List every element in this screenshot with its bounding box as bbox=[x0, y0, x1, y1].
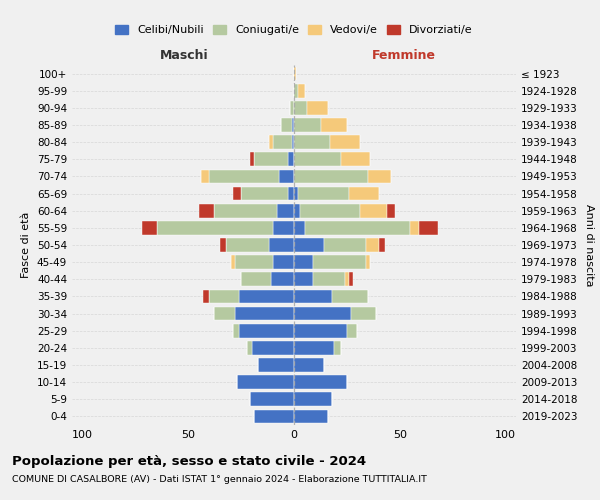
Bar bbox=[273, 221, 294, 234]
Y-axis label: Fasce di età: Fasce di età bbox=[22, 212, 31, 278]
Bar bbox=[239, 290, 294, 304]
Bar bbox=[157, 221, 273, 234]
Bar bbox=[294, 410, 328, 424]
Bar bbox=[220, 238, 226, 252]
Bar bbox=[298, 84, 305, 98]
Bar bbox=[323, 238, 366, 252]
Bar bbox=[258, 358, 294, 372]
Y-axis label: Anni di nascita: Anni di nascita bbox=[584, 204, 594, 286]
Bar bbox=[368, 170, 391, 183]
Bar bbox=[237, 376, 294, 389]
Bar bbox=[294, 290, 332, 304]
Bar bbox=[281, 118, 292, 132]
Bar bbox=[203, 290, 209, 304]
Bar bbox=[307, 101, 328, 114]
Bar bbox=[313, 256, 366, 269]
Bar bbox=[410, 221, 419, 234]
Bar bbox=[226, 238, 269, 252]
Bar bbox=[359, 204, 387, 218]
Text: COMUNE DI CASALBORE (AV) - Dati ISTAT 1° gennaio 2024 - Elaborazione TUTTITALIA.: COMUNE DI CASALBORE (AV) - Dati ISTAT 1°… bbox=[12, 475, 427, 484]
Bar bbox=[294, 256, 313, 269]
Bar bbox=[239, 324, 294, 338]
Bar bbox=[341, 152, 370, 166]
Bar bbox=[294, 84, 298, 98]
Bar bbox=[347, 324, 358, 338]
Bar bbox=[271, 272, 294, 286]
Bar bbox=[247, 341, 252, 354]
Bar bbox=[214, 204, 277, 218]
Bar bbox=[313, 272, 345, 286]
Bar bbox=[287, 186, 294, 200]
Bar bbox=[301, 204, 359, 218]
Bar bbox=[290, 101, 294, 114]
Bar bbox=[241, 186, 287, 200]
Bar bbox=[254, 410, 294, 424]
Bar bbox=[273, 256, 294, 269]
Bar bbox=[277, 204, 294, 218]
Bar bbox=[366, 238, 379, 252]
Bar bbox=[294, 358, 323, 372]
Bar bbox=[235, 306, 294, 320]
Bar bbox=[294, 221, 305, 234]
Bar bbox=[254, 152, 287, 166]
Bar bbox=[241, 272, 271, 286]
Bar bbox=[252, 341, 294, 354]
Bar bbox=[351, 306, 376, 320]
Bar bbox=[294, 66, 296, 80]
Bar bbox=[294, 306, 351, 320]
Text: Maschi: Maschi bbox=[160, 48, 208, 62]
Bar bbox=[294, 376, 347, 389]
Bar bbox=[349, 272, 353, 286]
Text: Femmine: Femmine bbox=[372, 48, 436, 62]
Bar bbox=[279, 170, 294, 183]
Bar bbox=[142, 221, 157, 234]
Bar bbox=[273, 136, 292, 149]
Text: Popolazione per età, sesso e stato civile - 2024: Popolazione per età, sesso e stato civil… bbox=[12, 455, 366, 468]
Bar bbox=[349, 186, 379, 200]
Bar bbox=[209, 170, 279, 183]
Bar bbox=[305, 221, 410, 234]
Bar bbox=[294, 152, 341, 166]
Bar bbox=[294, 101, 307, 114]
Bar bbox=[294, 341, 334, 354]
Bar bbox=[292, 136, 294, 149]
Bar bbox=[294, 204, 301, 218]
Bar bbox=[199, 204, 214, 218]
Bar bbox=[209, 290, 239, 304]
Legend: Celibi/Nubili, Coniugati/e, Vedovi/e, Divorziati/e: Celibi/Nubili, Coniugati/e, Vedovi/e, Di… bbox=[111, 20, 477, 40]
Bar bbox=[294, 238, 323, 252]
Bar bbox=[294, 272, 313, 286]
Bar bbox=[366, 256, 370, 269]
Bar bbox=[334, 341, 341, 354]
Bar bbox=[201, 170, 209, 183]
Bar bbox=[322, 118, 347, 132]
Bar bbox=[419, 221, 438, 234]
Bar bbox=[294, 392, 332, 406]
Bar bbox=[233, 324, 239, 338]
Bar bbox=[269, 136, 273, 149]
Bar bbox=[250, 152, 254, 166]
Bar bbox=[294, 186, 298, 200]
Bar bbox=[233, 186, 241, 200]
Bar bbox=[250, 392, 294, 406]
Bar bbox=[345, 272, 349, 286]
Bar bbox=[379, 238, 385, 252]
Bar bbox=[292, 118, 294, 132]
Bar bbox=[330, 136, 359, 149]
Bar bbox=[287, 152, 294, 166]
Bar bbox=[294, 136, 330, 149]
Bar bbox=[294, 324, 347, 338]
Bar bbox=[214, 306, 235, 320]
Bar bbox=[332, 290, 368, 304]
Bar bbox=[230, 256, 235, 269]
Bar bbox=[235, 256, 273, 269]
Bar bbox=[387, 204, 395, 218]
Bar bbox=[294, 170, 368, 183]
Bar bbox=[269, 238, 294, 252]
Bar bbox=[294, 118, 322, 132]
Bar bbox=[298, 186, 349, 200]
